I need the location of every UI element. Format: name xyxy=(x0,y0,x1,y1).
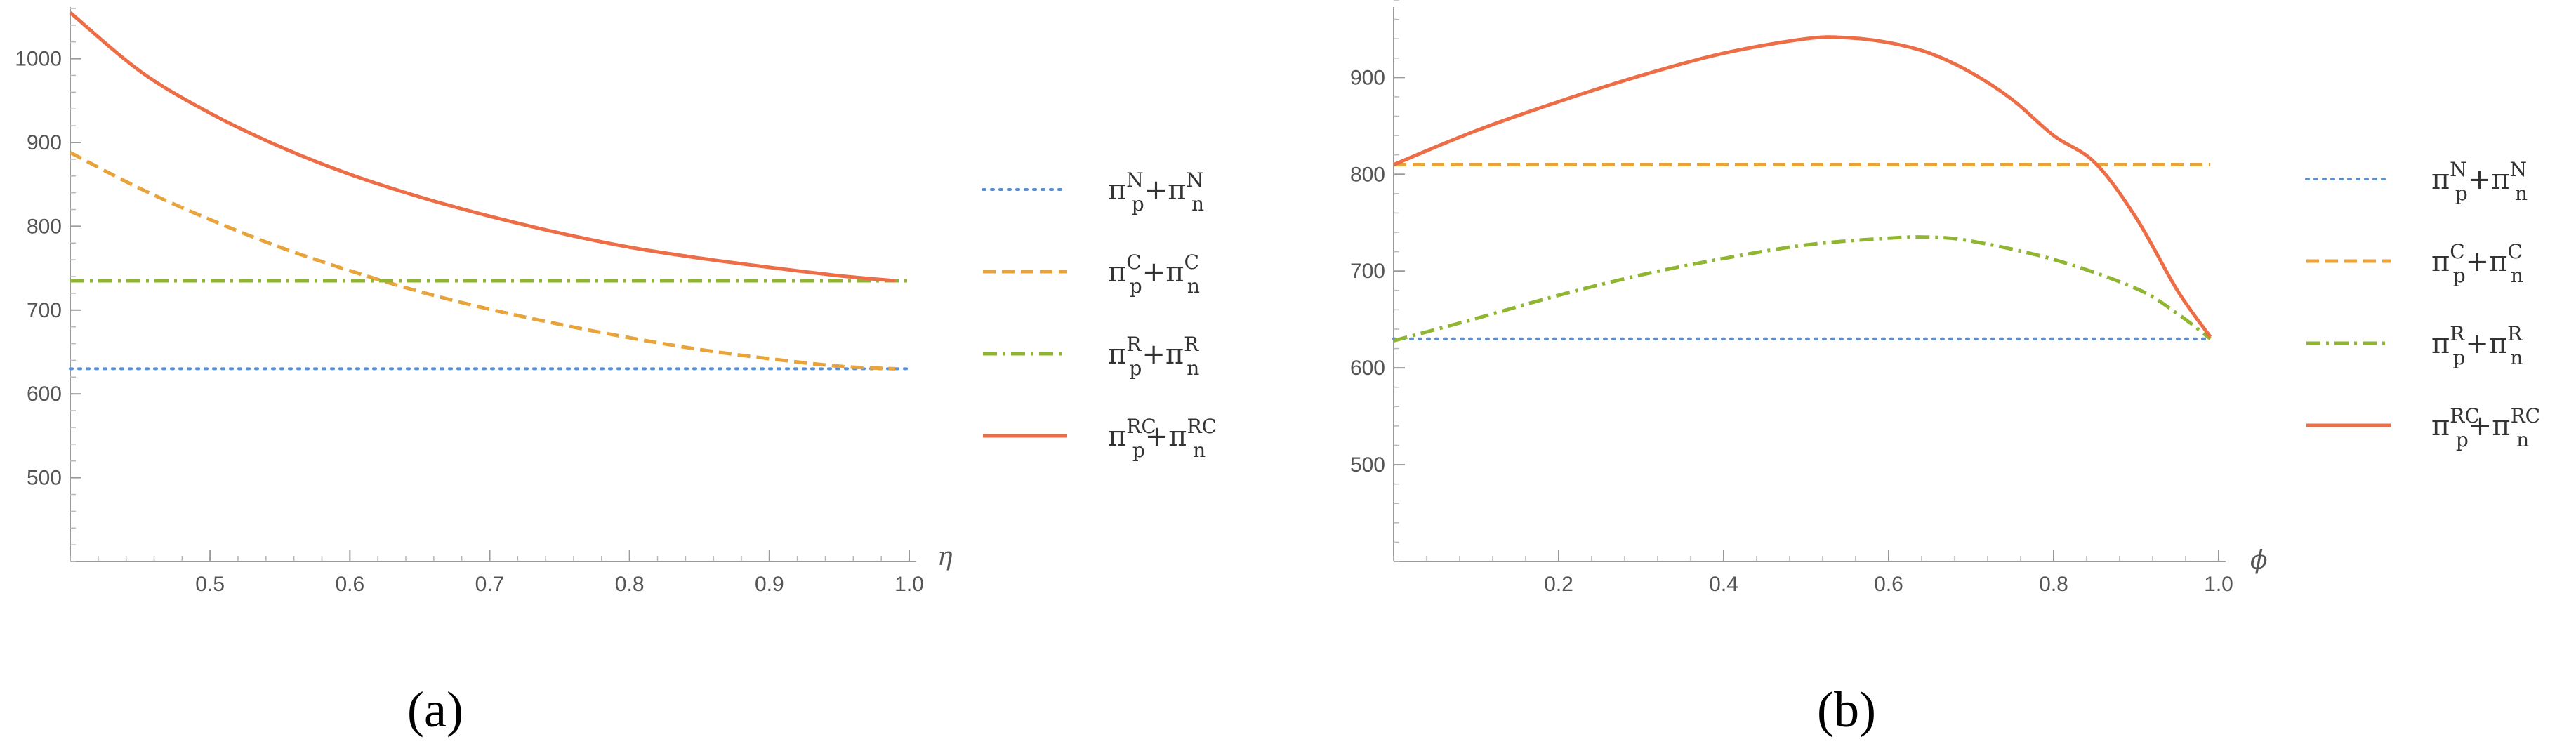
legend-item-c: πC p+πC n xyxy=(2306,240,2523,287)
y-tick-label: 900 xyxy=(1350,66,1385,89)
legend-label: πR p+πR n xyxy=(1108,333,1199,380)
series-line-rc xyxy=(69,11,896,283)
x-tick-label: 0.7 xyxy=(475,573,505,596)
x-tick-label: 0.8 xyxy=(2039,573,2068,596)
legend-label: πN p+πN n xyxy=(2431,158,2528,205)
legend-label: πN p+πN n xyxy=(1108,168,1204,215)
y-tick-label: 500 xyxy=(27,467,62,490)
x-axis-label: η xyxy=(937,543,953,571)
panel-label: (b) xyxy=(1817,682,1876,738)
y-tick-label: 800 xyxy=(1350,163,1385,186)
legend-item-r: πR p+πR n xyxy=(983,333,1199,380)
panel-label: (a) xyxy=(407,682,463,738)
legend-label: πC p+πC n xyxy=(2431,240,2523,287)
legend-label: πRC p+πRC n xyxy=(2431,404,2540,451)
legend-item-rc: πRC p+πRC n xyxy=(983,415,1217,462)
legend-label: πC p+πC n xyxy=(1108,251,1200,298)
y-tick-label: 600 xyxy=(1350,357,1385,380)
legend-item-n: πN p+πN n xyxy=(2305,158,2528,205)
x-tick-label: 0.2 xyxy=(1544,573,1573,596)
x-axis-label: ϕ xyxy=(2250,546,2268,575)
y-tick-label: 700 xyxy=(1350,260,1385,283)
legend-item-rc: πRC p+πRC n xyxy=(2306,404,2540,451)
y-tick-label: 500 xyxy=(1350,453,1385,477)
y-tick-label: 600 xyxy=(27,383,62,406)
legend-label: πRC p+πRC n xyxy=(1108,415,1217,462)
x-tick-label: 0.6 xyxy=(1874,573,1903,596)
x-tick-label: 0.9 xyxy=(755,573,784,596)
series-line-c xyxy=(69,151,896,371)
x-tick-label: 1.0 xyxy=(894,573,924,596)
y-tick-label: 900 xyxy=(27,131,62,154)
x-tick-label: 0.8 xyxy=(615,573,645,596)
legend-item-r: πR p+πR n xyxy=(2306,322,2523,369)
x-tick-label: 0.5 xyxy=(195,573,225,596)
chart-panel-b: 0.2 0.4 0.6 0.8 1.0 500 600 700 800 900 ϕ πN p+πN n πC… xyxy=(1350,0,2540,738)
series-line-r xyxy=(1393,235,2212,343)
chart-panel-a: 0.5 0.6 0.7 0.8 0.9 1.0 500 600 700 800 900 1000 η πN… xyxy=(15,7,1217,738)
y-tick-label: 700 xyxy=(27,299,62,322)
x-tick-label: 0.4 xyxy=(1709,573,1738,596)
x-tick-label: 1.0 xyxy=(2204,573,2233,596)
x-tick-label: 0.6 xyxy=(335,573,364,596)
y-tick-label: 800 xyxy=(27,215,62,238)
legend-item-c: πC p+πC n xyxy=(983,251,1200,298)
legend-item-n: πN p+πN n xyxy=(982,168,1204,215)
series-line-rc xyxy=(1393,35,2212,338)
y-tick-label: 1000 xyxy=(15,48,62,71)
legend-label: πR p+πR n xyxy=(2431,322,2523,369)
